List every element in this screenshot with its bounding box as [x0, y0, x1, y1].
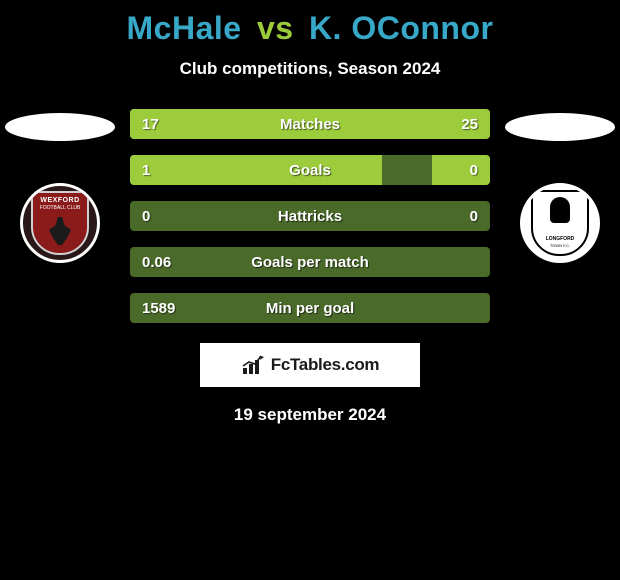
player1-name: McHale — [127, 10, 242, 46]
right-ellipse — [505, 113, 615, 141]
right-badge-name: LONGFORD — [546, 236, 575, 242]
right-badge-figure — [550, 197, 570, 223]
stat-label: Min per goal — [130, 300, 490, 317]
stat-value-right: 0 — [470, 208, 478, 225]
stats-column: 17Matches251Goals00Hattricks00.06Goals p… — [120, 109, 500, 339]
stat-label: Goals — [130, 162, 490, 179]
right-badge-shield: LONGFORD TOWN F.C. — [531, 190, 589, 256]
brand-box: FcTables.com — [200, 343, 420, 387]
stat-bar: 1Goals0 — [130, 155, 490, 185]
stat-bar: 1589Min per goal — [130, 293, 490, 323]
stat-bar: 17Matches25 — [130, 109, 490, 139]
stat-bar: 0.06Goals per match — [130, 247, 490, 277]
right-club-badge: LONGFORD TOWN F.C. — [520, 183, 600, 263]
main-row: WEXFORD FOOTBALL CLUB 17Matches25 1Goals0… — [0, 109, 620, 339]
footer-date: 19 september 2024 — [0, 405, 620, 425]
stat-bar: 0Hattricks0 — [130, 201, 490, 231]
stat-value-right: 25 — [461, 116, 478, 133]
stat-label: Hattricks — [130, 208, 490, 225]
left-column: WEXFORD FOOTBALL CLUB — [0, 109, 120, 263]
comparison-card: McHale vs K. OConnor Club competitions, … — [0, 0, 620, 425]
subtitle: Club competitions, Season 2024 — [0, 59, 620, 79]
right-badge-sub: TOWN F.C. — [550, 243, 570, 248]
left-badge-sub: FOOTBALL CLUB — [40, 205, 81, 211]
left-badge-shield: WEXFORD FOOTBALL CLUB — [31, 191, 89, 255]
stat-label: Matches — [130, 116, 490, 133]
brand-text: FcTables.com — [271, 355, 380, 375]
player2-name: K. OConnor — [309, 10, 494, 46]
page-title: McHale vs K. OConnor — [0, 10, 620, 47]
left-ellipse — [5, 113, 115, 141]
left-badge-figure — [49, 217, 71, 245]
stat-label: Goals per match — [130, 254, 490, 271]
stat-value-right: 0 — [470, 162, 478, 179]
right-column: LONGFORD TOWN F.C. — [500, 109, 620, 263]
left-club-badge: WEXFORD FOOTBALL CLUB — [20, 183, 100, 263]
left-badge-name: WEXFORD — [40, 197, 79, 204]
brand-chart-icon — [241, 354, 267, 376]
vs-label: vs — [257, 10, 294, 46]
